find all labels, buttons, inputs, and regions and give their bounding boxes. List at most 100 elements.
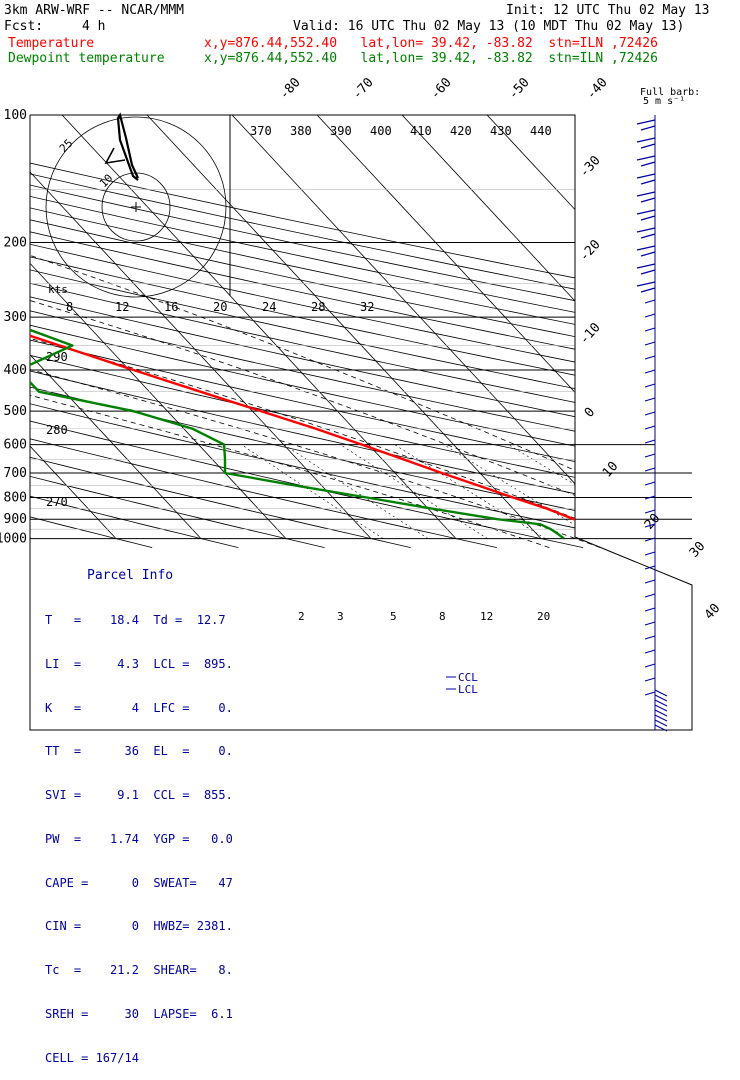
init-time: Init: 12 UTC Thu 02 May 13 [506,3,710,18]
wind-barb [644,355,656,360]
hodograph-speed-label: 32 [360,300,374,314]
temperature-location: x,y=876.44,552.40 lat,lon= 39.42, -83.82… [204,36,658,51]
wind-barb [636,191,656,203]
wind-barb [636,227,656,239]
wind-barb [644,607,656,612]
wind-barb [654,694,668,702]
isotherm-line [30,115,202,539]
wind-barb [654,714,668,722]
forecast-hours: 4 h [82,19,106,34]
dry-adiabat-line [30,115,692,548]
wind-legend-label: Full barb: [640,87,700,98]
parcel-row: T = 18.4 Td = 12.7 [45,612,226,627]
theta-label: 270 [46,495,68,509]
isotherm-line [231,115,627,539]
theta-label: 440 [530,124,552,138]
wind-barb [644,523,656,528]
isotherm-label: 40 [702,601,724,623]
dry-adiabat-line [30,115,670,548]
isotherm-label: 20 [642,511,664,533]
pressure-tick-label: 600 [4,438,27,453]
wind-barb [644,593,656,598]
wind-barb [644,621,656,626]
wind-barb [644,495,656,500]
dry-adiabat-line [30,115,692,548]
parcel-row: CELL = 167/14 [45,1050,139,1065]
parcel-row: TT = 36 EL = 0. [45,744,233,759]
wind-barb [654,699,668,707]
theta-label: 390 [330,124,352,138]
wind-barb [644,691,656,696]
isotherm-label: -30 [577,153,604,180]
moist-adiabat-line [30,242,692,548]
wind-barb [636,137,656,149]
wind-barb [644,579,656,584]
valid-time: Valid: 16 UTC Thu 02 May 13 (10 MDT Thu … [293,19,685,34]
parcel-row: CAPE = 0 SWEAT= 47 [45,875,233,890]
hodograph-trace [104,147,126,165]
wind-barb [654,719,668,727]
pressure-tick-label: 400 [4,363,27,378]
ccl-annotation: CCL [458,671,478,684]
wind-barb [644,425,656,430]
wind-barb [644,677,656,682]
parcel-row: PW = 1.74 YGP = 0.0 [45,831,233,846]
isotherm-label: 10 [600,459,622,481]
dry-adiabat-line [30,115,692,548]
pressure-tick-label: 900 [4,512,27,527]
isotherm-label: -80 [277,75,304,102]
hodograph-ring [45,116,227,298]
parcel-row: CIN = 0 HWBZ= 2381. [45,919,233,934]
dry-adiabat-line [30,115,692,548]
pressure-tick-label: 800 [4,491,27,506]
dry-adiabat-line [30,115,692,548]
wind-barb [654,709,668,717]
theta-label: 290 [46,350,68,364]
isotherm-label: -40 [584,75,611,102]
dry-adiabat-line [30,115,692,548]
pressure-tick-label: 500 [4,404,27,419]
isotherm-line [316,115,692,539]
parcel-row: Tc = 21.2 SHEAR= 8. [45,963,233,978]
wind-barb [644,383,656,388]
mixing-ratio-label: 2 [298,610,305,623]
dry-adiabat-line [30,115,239,548]
wind-barb [636,281,656,293]
isotherm-line [30,115,372,539]
wind-barb [636,119,656,131]
mixing-ratio-line [241,444,384,539]
wind-barb [644,341,656,346]
isotherm-label: 30 [687,539,709,561]
wind-barb [644,467,656,472]
wind-barb [644,663,656,668]
dry-adiabat-line [30,115,692,548]
wind-barb [654,724,668,732]
dry-adiabat-line [30,115,411,548]
theta-label: 370 [250,124,272,138]
isotherm-line [30,115,287,539]
forecast-label: Fcst: [4,19,44,34]
wind-legend-units: 5 m s⁻¹ [643,96,685,107]
hodograph-speed-label: 24 [262,300,276,314]
theta-label: 380 [290,124,312,138]
wind-barb [644,299,656,304]
hodograph-speed-label: 12 [115,300,129,314]
moist-adiabat-line [30,242,692,548]
mixing-ratio-label: 8 [439,610,446,623]
dry-adiabat-line [30,115,153,548]
hodograph-ring-label: 25 [57,137,76,156]
pressure-tick-label: 200 [4,236,27,251]
wind-barb [644,313,656,318]
pressure-tick-label: 1000 [0,532,27,547]
hodograph-speed-label: 16 [164,300,178,314]
dry-adiabat-line [30,115,692,548]
isotherm-line [401,115,692,539]
mixing-ratio-line [340,444,488,539]
dry-adiabat-line [30,115,325,548]
wind-barb [644,327,656,332]
wind-barb [654,689,668,697]
wind-barb [654,704,668,712]
hodograph-units-label: kts [48,283,68,296]
wind-barb [644,411,656,416]
moist-adiabat-line [30,242,550,548]
